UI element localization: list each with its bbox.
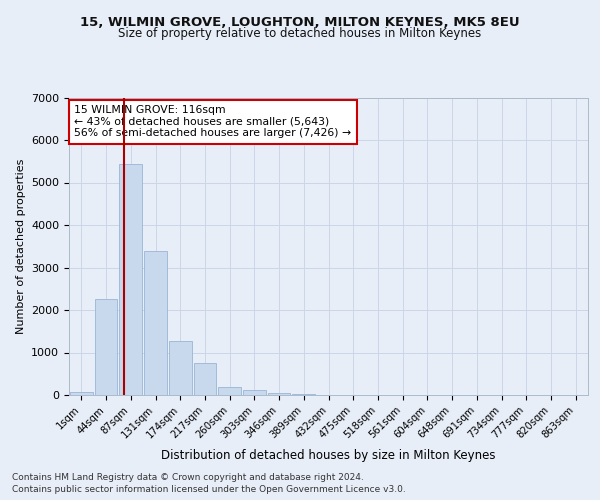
Bar — [243, 390, 266, 395]
Bar — [95, 300, 118, 395]
Text: 15 WILMIN GROVE: 116sqm
← 43% of detached houses are smaller (5,643)
56% of semi: 15 WILMIN GROVE: 116sqm ← 43% of detache… — [74, 105, 352, 138]
Text: Contains public sector information licensed under the Open Government Licence v3: Contains public sector information licen… — [12, 485, 406, 494]
Bar — [268, 392, 290, 395]
Text: Size of property relative to detached houses in Milton Keynes: Size of property relative to detached ho… — [118, 28, 482, 40]
Text: 15, WILMIN GROVE, LOUGHTON, MILTON KEYNES, MK5 8EU: 15, WILMIN GROVE, LOUGHTON, MILTON KEYNE… — [80, 16, 520, 29]
Y-axis label: Number of detached properties: Number of detached properties — [16, 158, 26, 334]
Text: Contains HM Land Registry data © Crown copyright and database right 2024.: Contains HM Land Registry data © Crown c… — [12, 472, 364, 482]
Bar — [70, 392, 93, 395]
X-axis label: Distribution of detached houses by size in Milton Keynes: Distribution of detached houses by size … — [161, 448, 496, 462]
Bar — [218, 386, 241, 395]
Bar — [144, 250, 167, 395]
Bar — [194, 363, 216, 395]
Bar — [169, 340, 191, 395]
Bar — [292, 394, 315, 395]
Bar — [119, 164, 142, 395]
